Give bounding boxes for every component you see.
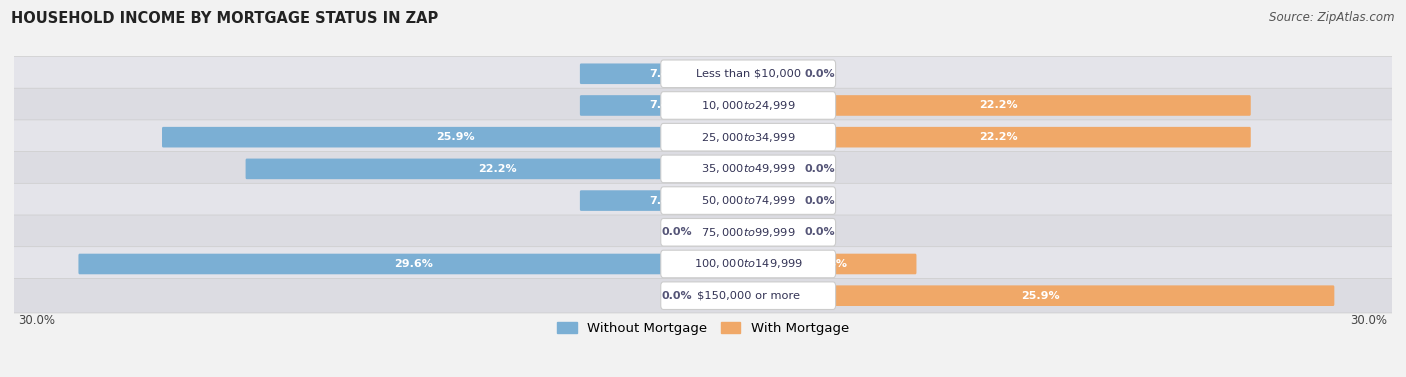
- FancyBboxPatch shape: [162, 127, 749, 147]
- Text: 7.4%: 7.4%: [650, 101, 681, 110]
- Text: $75,000 to $99,999: $75,000 to $99,999: [702, 226, 796, 239]
- Text: $25,000 to $34,999: $25,000 to $34,999: [702, 131, 796, 144]
- Text: $150,000 or more: $150,000 or more: [697, 291, 800, 301]
- FancyBboxPatch shape: [579, 190, 749, 211]
- Text: 25.9%: 25.9%: [1021, 291, 1060, 301]
- FancyBboxPatch shape: [747, 63, 794, 84]
- Text: $50,000 to $74,999: $50,000 to $74,999: [702, 194, 796, 207]
- FancyBboxPatch shape: [747, 159, 794, 179]
- Text: $35,000 to $49,999: $35,000 to $49,999: [702, 162, 796, 175]
- FancyBboxPatch shape: [579, 63, 749, 84]
- FancyBboxPatch shape: [579, 95, 749, 116]
- Text: HOUSEHOLD INCOME BY MORTGAGE STATUS IN ZAP: HOUSEHOLD INCOME BY MORTGAGE STATUS IN Z…: [11, 11, 439, 26]
- FancyBboxPatch shape: [661, 187, 835, 215]
- FancyBboxPatch shape: [661, 250, 835, 278]
- FancyBboxPatch shape: [11, 247, 1395, 281]
- FancyBboxPatch shape: [661, 282, 835, 310]
- FancyBboxPatch shape: [702, 285, 749, 306]
- FancyBboxPatch shape: [11, 120, 1395, 155]
- FancyBboxPatch shape: [702, 222, 749, 242]
- FancyBboxPatch shape: [747, 254, 917, 274]
- Text: 0.0%: 0.0%: [661, 291, 692, 301]
- Text: 22.2%: 22.2%: [980, 101, 1018, 110]
- Text: 7.4%: 7.4%: [650, 196, 681, 205]
- Text: 0.0%: 0.0%: [804, 227, 835, 237]
- Text: 0.0%: 0.0%: [804, 69, 835, 79]
- Text: Less than $10,000: Less than $10,000: [696, 69, 801, 79]
- FancyBboxPatch shape: [661, 123, 835, 151]
- Legend: Without Mortgage, With Mortgage: Without Mortgage, With Mortgage: [551, 316, 855, 340]
- Text: 22.2%: 22.2%: [980, 132, 1018, 142]
- FancyBboxPatch shape: [11, 183, 1395, 218]
- Text: 30.0%: 30.0%: [1350, 314, 1388, 327]
- Text: $100,000 to $149,999: $100,000 to $149,999: [693, 257, 803, 270]
- FancyBboxPatch shape: [747, 190, 794, 211]
- FancyBboxPatch shape: [79, 254, 749, 274]
- Text: 25.9%: 25.9%: [436, 132, 475, 142]
- FancyBboxPatch shape: [11, 57, 1395, 91]
- FancyBboxPatch shape: [661, 219, 835, 246]
- FancyBboxPatch shape: [747, 127, 1251, 147]
- Text: 7.4%: 7.4%: [817, 259, 848, 269]
- FancyBboxPatch shape: [11, 278, 1395, 313]
- Text: 22.2%: 22.2%: [478, 164, 517, 174]
- FancyBboxPatch shape: [11, 88, 1395, 123]
- FancyBboxPatch shape: [246, 159, 749, 179]
- Text: Source: ZipAtlas.com: Source: ZipAtlas.com: [1270, 11, 1395, 24]
- FancyBboxPatch shape: [11, 152, 1395, 186]
- FancyBboxPatch shape: [747, 285, 1334, 306]
- Text: 29.6%: 29.6%: [395, 259, 433, 269]
- Text: 7.4%: 7.4%: [650, 69, 681, 79]
- FancyBboxPatch shape: [661, 92, 835, 119]
- FancyBboxPatch shape: [747, 222, 794, 242]
- Text: 0.0%: 0.0%: [804, 164, 835, 174]
- Text: 0.0%: 0.0%: [804, 196, 835, 205]
- FancyBboxPatch shape: [747, 95, 1251, 116]
- Text: $10,000 to $24,999: $10,000 to $24,999: [702, 99, 796, 112]
- Text: 0.0%: 0.0%: [661, 227, 692, 237]
- Text: 30.0%: 30.0%: [18, 314, 56, 327]
- FancyBboxPatch shape: [661, 155, 835, 183]
- FancyBboxPatch shape: [11, 215, 1395, 250]
- FancyBboxPatch shape: [661, 60, 835, 87]
